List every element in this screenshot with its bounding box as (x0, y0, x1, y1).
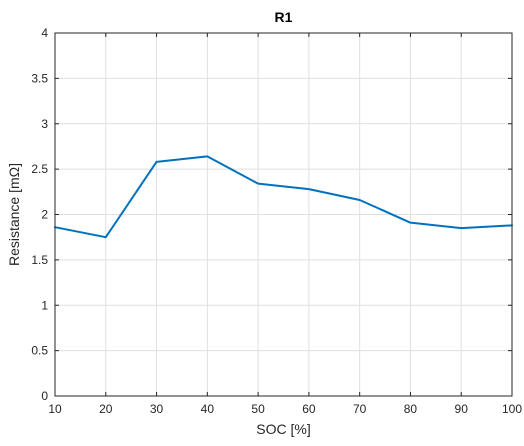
y-tick-label: 0 (41, 389, 48, 403)
x-tick-label: 70 (353, 402, 367, 416)
series-line (54, 155, 513, 239)
x-tick-label: 90 (455, 402, 469, 416)
chart-title: R1 (275, 9, 293, 25)
x-tick-label: 10 (48, 402, 62, 416)
series-layer (54, 155, 513, 239)
y-tick-label: 1 (41, 298, 48, 312)
x-tick-label: 60 (302, 402, 316, 416)
y-tick-label: 0.5 (31, 344, 48, 358)
x-tick-label: 20 (99, 402, 113, 416)
ticks: 10 20 30 40 50 60 70 80 90 100 0 0.5 1 1.5 2 2.5 3 3.5 4 (31, 26, 522, 416)
y-tick-label: 1.5 (31, 253, 48, 267)
x-tick-label: 50 (251, 402, 265, 416)
x-tick-label: 80 (404, 402, 418, 416)
y-tick-label: 2 (41, 208, 48, 222)
x-tick-label: 40 (201, 402, 215, 416)
y-tick-label: 2.5 (31, 162, 48, 176)
y-tick-label: 3.5 (31, 71, 48, 85)
y-tick-label: 4 (41, 26, 48, 40)
x-tick-label: 100 (502, 402, 522, 416)
y-axis-label: Resistance [mΩ] (6, 163, 22, 266)
y-tick-label: 3 (41, 117, 48, 131)
x-tick-label: 30 (150, 402, 164, 416)
x-axis-label: SOC [%] (256, 421, 310, 437)
